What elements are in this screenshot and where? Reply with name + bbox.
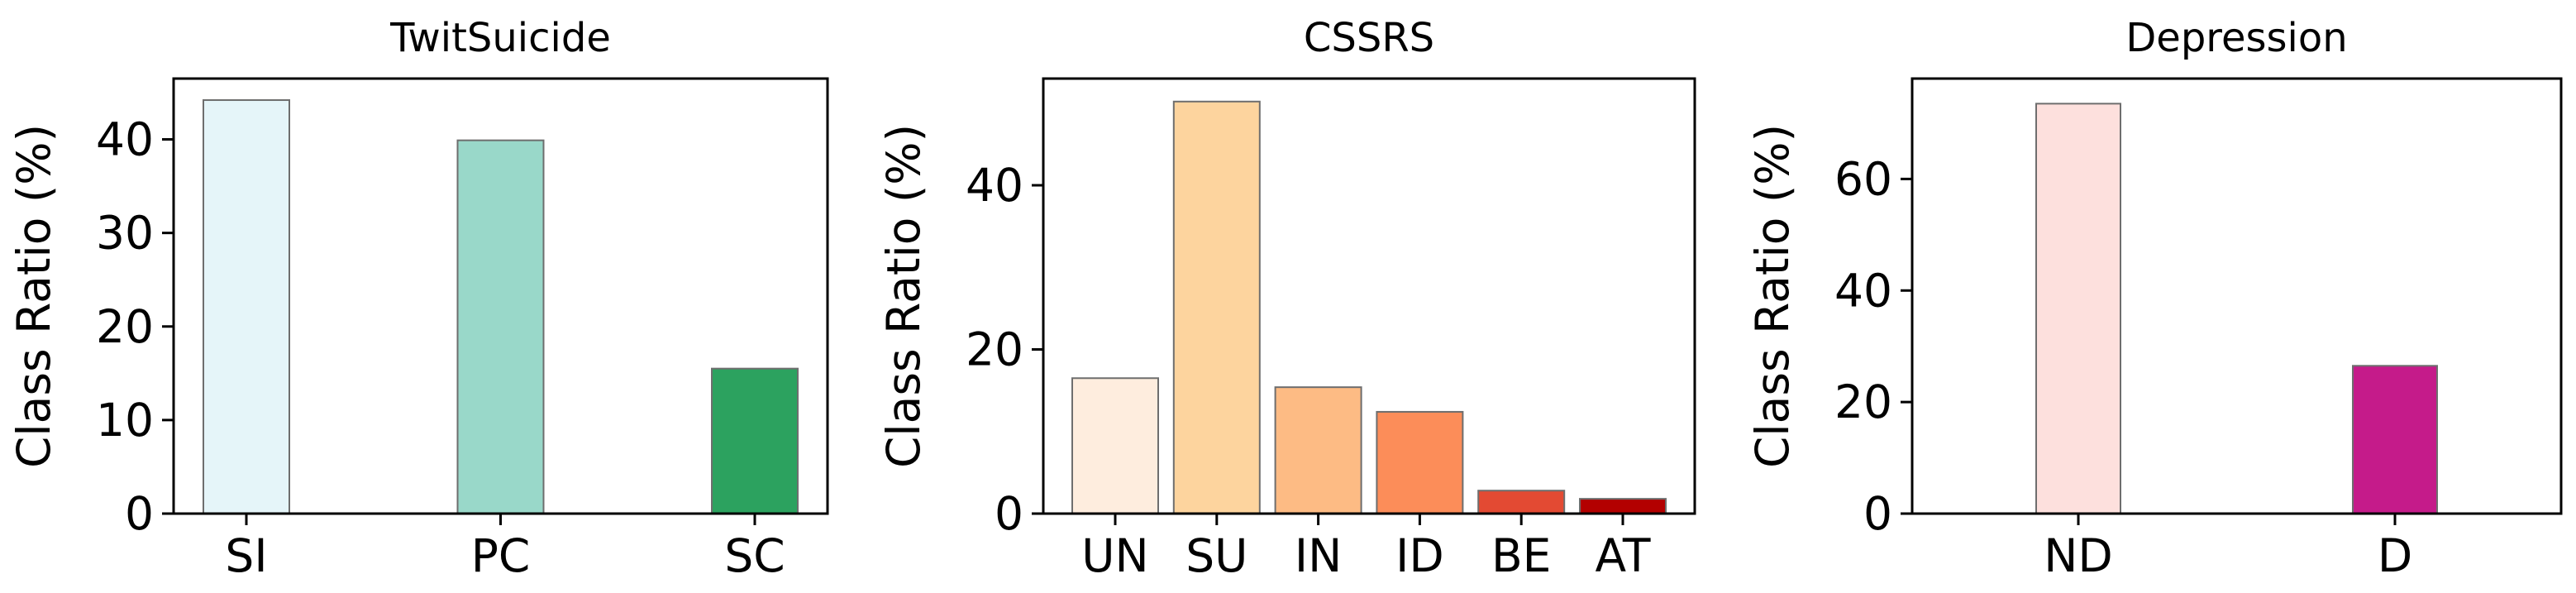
- x-tick-label: ND: [2044, 529, 2113, 582]
- chart-panel-depression: Depression Class Ratio (%) 0 20 40 60 ND D: [1746, 15, 2563, 582]
- y-tick-label: 40: [96, 113, 154, 166]
- y-tick-label: 20: [96, 300, 154, 353]
- bar-un: [1071, 377, 1159, 514]
- x-tick-label: SI: [225, 529, 267, 582]
- axes-frame: [172, 77, 829, 515]
- y-tick-label: 40: [1834, 264, 1892, 317]
- bar-pc: [456, 139, 545, 515]
- y-tick-label: 10: [96, 394, 154, 447]
- axes-frame: [1911, 77, 2563, 515]
- y-tick-label: 30: [96, 207, 154, 260]
- x-tick-label: PC: [471, 529, 531, 582]
- y-tick-label: 40: [966, 159, 1023, 212]
- y-tick-label: 0: [1863, 487, 1892, 540]
- bar-be: [1477, 490, 1566, 514]
- bar-id: [1376, 410, 1464, 514]
- y-tick-label: 60: [1834, 152, 1892, 205]
- y-tick-label: 20: [1834, 375, 1892, 428]
- x-tick-label: AT: [1596, 529, 1651, 582]
- x-tick-label: SU: [1185, 529, 1247, 582]
- bar-in: [1274, 386, 1362, 514]
- bar-su: [1172, 100, 1261, 515]
- y-tick-label: 20: [966, 323, 1023, 376]
- x-tick-label: ID: [1395, 529, 1444, 582]
- x-tick-label: UN: [1081, 529, 1148, 582]
- bar-at: [1579, 498, 1667, 515]
- bar-si: [203, 99, 290, 514]
- chart-title: CSSRS: [1304, 15, 1434, 61]
- bar-nd: [2035, 103, 2121, 514]
- chart-panel-twitsuicide: TwitSuicide Class Ratio (%) 0 10 20 30 40 SI PC S…: [7, 15, 829, 582]
- y-axis-label: Class Ratio (%): [877, 124, 930, 468]
- bar-d: [2352, 365, 2438, 514]
- y-axis-label: Class Ratio (%): [1746, 124, 1799, 468]
- x-tick-label: SC: [724, 529, 785, 582]
- axes-frame: [1042, 77, 1696, 515]
- y-axis-label: Class Ratio (%): [7, 124, 60, 468]
- chart-title: TwitSuicide: [389, 15, 611, 61]
- x-tick-label: BE: [1491, 529, 1551, 582]
- x-tick-label: IN: [1295, 529, 1342, 582]
- y-tick-label: 0: [995, 487, 1023, 540]
- chart-title: Depression: [2125, 15, 2347, 61]
- y-tick-label: 0: [125, 487, 154, 540]
- x-tick-label: D: [2378, 529, 2412, 582]
- bar-sc: [711, 367, 799, 514]
- chart-panel-cssrs: CSSRS Class Ratio (%) 0 20 40 UN SU IN ID BE AT: [877, 15, 1696, 582]
